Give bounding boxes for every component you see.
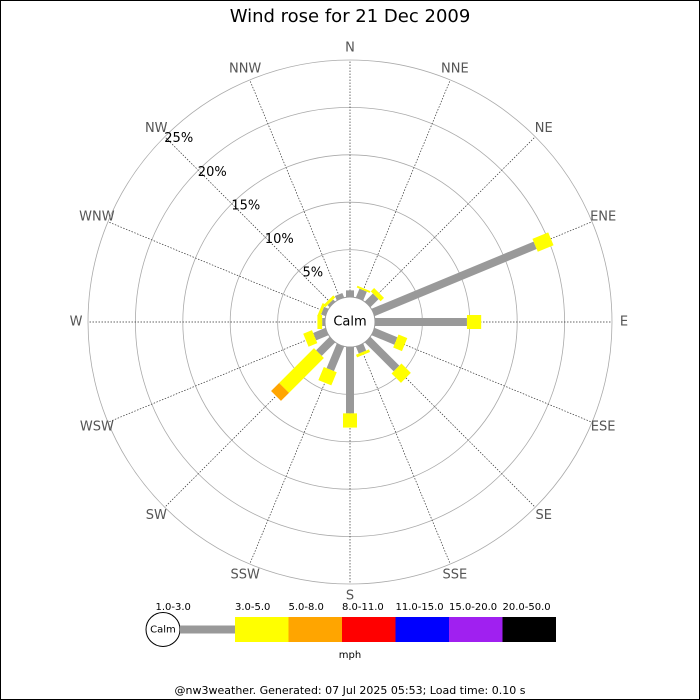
legend-title: mph (339, 650, 361, 661)
bar-segment (355, 343, 367, 354)
bar-segment (271, 382, 290, 401)
bar-segment (391, 363, 411, 383)
chart-title: Wind rose for 21 Dec 2009 (230, 6, 471, 27)
bar-segment (371, 327, 398, 345)
bar-segment (364, 293, 379, 308)
bar-segment (326, 343, 345, 372)
bar-segment (364, 336, 400, 372)
legend-swatch (449, 617, 503, 642)
direction-label: NW (145, 121, 168, 136)
bar-segment (303, 330, 318, 347)
direction-label: N (345, 41, 355, 56)
legend-label: 15.0-20.0 (449, 602, 497, 613)
direction-label: SSW (230, 568, 260, 583)
bar-segment (356, 285, 371, 293)
legend-calm-label: Calm (150, 625, 176, 636)
direction-label: NE (535, 121, 553, 136)
direction-label: NNW (229, 61, 261, 76)
direction-label: E (620, 315, 628, 330)
grid-ring (87, 59, 613, 585)
bar-segment (356, 349, 371, 358)
bar-segment (316, 336, 336, 356)
bar-segment (279, 348, 324, 393)
legend-label: 1.0-3.0 (156, 602, 191, 613)
radial-tick-label: 25% (164, 131, 193, 146)
bar-segment (370, 287, 385, 302)
legend-label: 3.0-5.0 (235, 602, 270, 613)
calm-circle (324, 296, 376, 348)
calm-label: Calm (333, 315, 366, 330)
bar-segment (393, 334, 408, 352)
spoke (107, 331, 328, 423)
legend-label: 5.0-8.0 (289, 602, 324, 613)
bar-segment (313, 327, 329, 341)
direction-label: NNE (441, 61, 469, 76)
radial-tick-label: 10% (265, 232, 294, 247)
radial-tick-label: 5% (302, 265, 323, 280)
direction-label: W (70, 315, 83, 330)
legend-label: 11.0-15.0 (396, 602, 444, 613)
legend-swatch (288, 617, 342, 642)
legend-swatch (235, 617, 289, 642)
footer: @nw3weather. Generated: 07 Jul 2025 05:5… (175, 684, 526, 697)
direction-label: WNW (79, 210, 115, 225)
spoke (372, 331, 593, 423)
direction-label: WSW (80, 419, 114, 434)
bar-segment (334, 292, 345, 301)
radial-tick-label: 15% (231, 198, 260, 213)
bar-segment (323, 295, 336, 308)
direction-label: ESE (591, 419, 616, 434)
spoke (107, 221, 328, 313)
bar-segment (317, 303, 326, 318)
direction-label: SW (146, 508, 167, 523)
bar-segment (318, 366, 337, 386)
bar-segment (320, 306, 329, 317)
spoke (359, 79, 451, 300)
legend-label: 8.0-11.0 (342, 602, 384, 613)
direction-label: SSE (442, 568, 467, 583)
direction-label: ENE (590, 210, 616, 225)
spoke (367, 136, 536, 305)
legend-swatch (395, 617, 449, 642)
direction-label: S (346, 589, 354, 604)
direction-label: SE (536, 508, 552, 523)
spoke (359, 344, 451, 565)
spoke (249, 79, 341, 300)
spoke (164, 136, 333, 305)
bar-segment (355, 288, 367, 301)
legend-label: 20.0-50.0 (503, 602, 551, 613)
legend-swatch (342, 617, 396, 642)
bar-segment (532, 232, 554, 252)
radial-tick-label: 20% (198, 165, 227, 180)
bar-segment (371, 241, 537, 317)
legend-swatch (502, 617, 556, 642)
